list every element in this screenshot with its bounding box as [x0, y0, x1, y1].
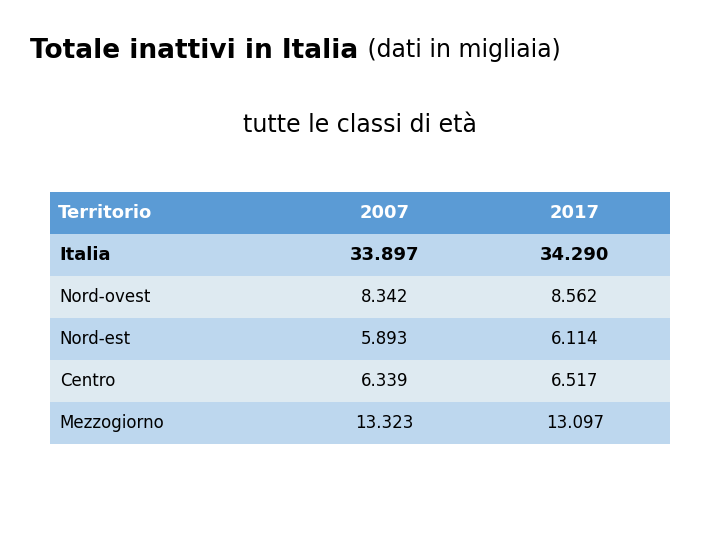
Text: (dati in migliaia): (dati in migliaia) [360, 38, 561, 62]
FancyBboxPatch shape [50, 318, 289, 360]
Text: 6.517: 6.517 [552, 372, 598, 390]
FancyBboxPatch shape [480, 360, 670, 402]
Text: 6.339: 6.339 [361, 372, 408, 390]
FancyBboxPatch shape [480, 318, 670, 360]
Text: Mezzogiorno: Mezzogiorno [60, 414, 164, 433]
Text: 2007: 2007 [359, 204, 409, 222]
FancyBboxPatch shape [50, 360, 289, 402]
Text: 13.323: 13.323 [355, 414, 413, 433]
Text: Territorio: Territorio [58, 204, 152, 222]
Text: 13.097: 13.097 [546, 414, 604, 433]
Text: Nord-ovest: Nord-ovest [60, 288, 151, 306]
Text: Totale inattivi in Italia: Totale inattivi in Italia [30, 38, 358, 64]
Text: 34.290: 34.290 [540, 246, 610, 264]
FancyBboxPatch shape [289, 318, 480, 360]
FancyBboxPatch shape [50, 234, 289, 276]
FancyBboxPatch shape [480, 234, 670, 276]
Text: 2017: 2017 [550, 204, 600, 222]
Text: Italia: Italia [60, 246, 111, 264]
Text: Nord-est: Nord-est [60, 330, 131, 348]
Text: 5.893: 5.893 [361, 330, 408, 348]
Text: Centro: Centro [60, 372, 115, 390]
Text: 8.562: 8.562 [552, 288, 598, 306]
FancyBboxPatch shape [480, 276, 670, 318]
FancyBboxPatch shape [289, 360, 480, 402]
Text: tutte le classi di età: tutte le classi di età [243, 113, 477, 137]
Text: 33.897: 33.897 [349, 246, 419, 264]
FancyBboxPatch shape [289, 234, 480, 276]
Text: 6.114: 6.114 [551, 330, 598, 348]
FancyBboxPatch shape [50, 276, 289, 318]
FancyBboxPatch shape [289, 192, 480, 234]
FancyBboxPatch shape [289, 402, 480, 444]
Text: 8.342: 8.342 [361, 288, 408, 306]
FancyBboxPatch shape [50, 192, 289, 234]
FancyBboxPatch shape [480, 402, 670, 444]
FancyBboxPatch shape [480, 192, 670, 234]
FancyBboxPatch shape [50, 402, 289, 444]
FancyBboxPatch shape [289, 276, 480, 318]
